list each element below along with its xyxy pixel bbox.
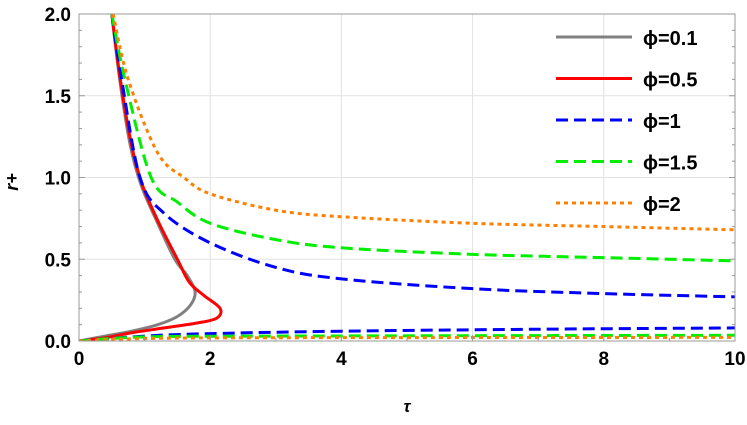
series-line [79,335,735,341]
x-tick-label: 8 [599,349,610,370]
legend-label: ϕ=1 [643,111,681,133]
y-axis-label: r+ [2,173,22,191]
x-tick-label: 0 [74,349,85,370]
series-line [79,333,735,341]
curves [79,14,735,341]
plot-frame [78,13,736,342]
x-axis-label: τ [404,397,412,416]
series-line [110,14,735,299]
series-line [111,14,735,232]
y-tick-label: 0.5 [45,250,72,271]
legend-label: ϕ=0.5 [643,70,697,92]
axes: 0 2 4 6 8 10 0.0 0.5 1.0 1.5 2.0 [45,5,746,370]
x-tick-label: 2 [205,349,216,370]
grid [79,14,735,341]
x-tick-label: 10 [724,349,745,370]
legend-label: ϕ=2 [643,194,681,216]
legend-label: ϕ=0.1 [643,28,697,50]
x-tick-label: 4 [336,349,347,370]
x-tick-label: 6 [467,349,478,370]
legend-label: ϕ=1.5 [643,153,697,175]
y-tick-label: 0.0 [45,332,71,353]
y-tick-label: 1.0 [45,169,71,190]
series-line [110,14,735,263]
y-tick-label: 2.0 [45,5,71,26]
legend: ϕ=0.1 ϕ=0.5 ϕ=1 ϕ=1.5 ϕ=2 [556,28,697,216]
y-tick-label: 1.5 [45,87,72,108]
